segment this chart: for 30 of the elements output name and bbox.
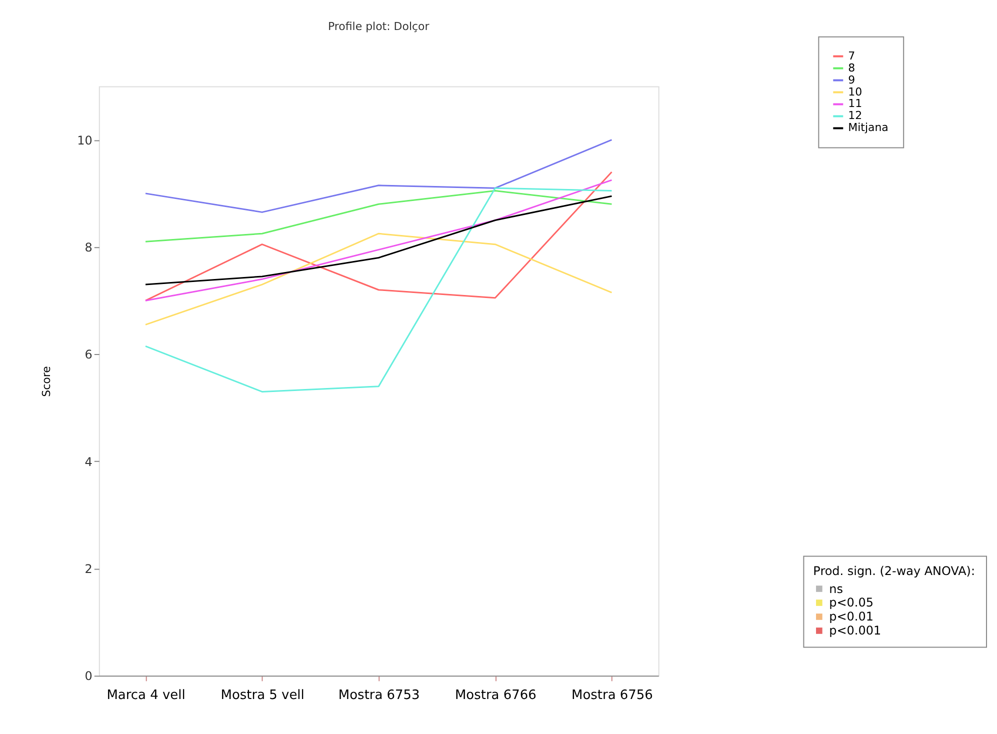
line-series [144,195,612,286]
legend-label: p<0.001 [829,624,882,638]
legend-label: p<0.01 [829,610,874,624]
y-tick-label: 6 [84,348,92,362]
legend-label: 8 [848,61,856,74]
line-series [144,232,612,326]
line-series [144,190,612,242]
legend-label: 9 [848,73,856,86]
legend-label: ns [829,582,843,596]
x-tick-label: Mostra 6766 [454,688,536,704]
x-tick-label: Mostra 6753 [338,688,420,704]
legend-label: Mitjana [848,121,888,134]
y-tick-label: 10 [77,133,92,148]
chart-title: Profile plot: Dolçor [328,20,430,33]
x-tick-label: Mostra 6756 [572,688,653,704]
line-series [144,187,612,392]
y-tick-label: 2 [84,562,92,576]
legend-label: 7 [848,49,856,62]
line-series [144,139,612,213]
y-axis-title: Score [40,366,54,397]
legend-label: p<0.05 [829,596,874,610]
x-tick-label: Marca 4 vell [106,688,186,704]
legend-label: 11 [848,97,862,110]
y-tick-label: 8 [84,240,92,255]
y-tick-label: 0 [84,669,92,684]
y-tick-label: 4 [84,454,92,469]
legend-label: 12 [848,109,862,122]
legend-label: 10 [848,85,862,98]
x-tick-label: Mostra 5 vell [220,688,304,704]
legend-title: Prod. sign. (2-way ANOVA): [813,564,976,578]
